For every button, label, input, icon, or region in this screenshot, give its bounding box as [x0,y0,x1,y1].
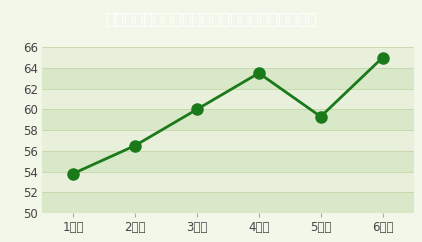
Bar [42,47,414,68]
Text: 児童の偏差値の推移（リリーベール小学校調べ）: 児童の偏差値の推移（リリーベール小学校調べ） [105,11,317,26]
Bar [42,172,414,192]
Bar [42,130,414,151]
Bar [42,89,414,109]
Bar [42,109,414,130]
Bar [42,68,414,89]
Bar [42,151,414,172]
Bar [42,192,414,213]
